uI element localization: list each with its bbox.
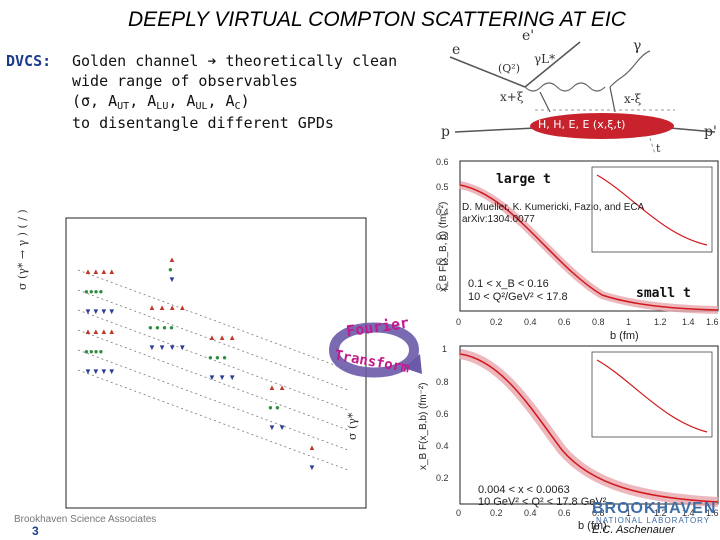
svg-text:▲: ▲ [308, 443, 316, 452]
svg-text:● ● ● ●: ● ● ● ● [148, 323, 174, 332]
svg-text:▲ ▲ ▲ ▲: ▲ ▲ ▲ ▲ [148, 303, 186, 312]
kin1-xb-label: 0.1 < x_B < 0.16 [468, 278, 549, 290]
svg-text:1.4: 1.4 [682, 317, 695, 327]
svg-text:▼ ▼: ▼ ▼ [268, 423, 286, 432]
svg-text:0.8: 0.8 [592, 508, 605, 518]
svg-text:0.8: 0.8 [436, 377, 449, 387]
svg-text:1.6: 1.6 [706, 317, 719, 327]
bnl-logo: BROOKHAVEN [592, 500, 717, 517]
page-title: DEEPLY VIRTUAL COMPTON SCATTERING AT EIC [128, 8, 626, 31]
bottom-plot-x-label: b (fm) [578, 520, 607, 532]
svg-text:0: 0 [456, 317, 461, 327]
svg-text:1.4: 1.4 [682, 508, 695, 518]
svg-text:0.5: 0.5 [436, 182, 449, 192]
svg-text:▲▲▲▲: ▲▲▲▲ [84, 327, 116, 336]
svg-text:0: 0 [456, 508, 461, 518]
e-label: e [452, 42, 461, 58]
kin2-q2-label: 10 GeV² < Q² < 17.8 GeV² [478, 496, 607, 508]
svg-text:0.2: 0.2 [436, 257, 449, 267]
e-prime-label: e' [522, 28, 535, 44]
dvcs-label: DVCS: [6, 52, 52, 70]
svg-text:▼: ▼ [168, 275, 176, 284]
svg-text:1: 1 [626, 508, 631, 518]
q2-label: (Q²) [498, 62, 521, 75]
top-plot-y-label: x_B F(x_B, b) (fm⁻²) [438, 201, 449, 292]
gamma-l-label: γL* [534, 52, 556, 66]
bottom-plot-y-label: x_B F(x_B,b) (fm⁻²) [418, 382, 429, 470]
impact-parameter-plot-small-t: 1 0.8 0.6 0.4 0.2 0 0.2 0.4 0.6 0.8 1 1.2 1.4 1.6 [436, 344, 719, 518]
svg-text:▲ ▲: ▲ ▲ [268, 383, 286, 392]
x-minus-xi-label: x-ξ [624, 92, 642, 106]
large-t-label: large t [496, 172, 551, 187]
svg-text:0.2: 0.2 [490, 317, 503, 327]
svg-text:▼▼▼▼: ▼▼▼▼ [84, 307, 116, 316]
svg-text:1.2: 1.2 [654, 508, 667, 518]
svg-text:▲: ▲ [168, 255, 176, 264]
dvcs-line-4: to disentangle different GPDs [72, 114, 334, 132]
svg-text:0.6: 0.6 [436, 157, 449, 167]
svg-text:0.3: 0.3 [436, 232, 449, 242]
svg-text:0.4: 0.4 [436, 441, 449, 451]
svg-text:0.1: 0.1 [436, 282, 449, 292]
svg-text:0.4: 0.4 [436, 207, 449, 217]
kin2-x-label: 0.004 < x < 0.0063 [478, 484, 570, 496]
svg-text:0.4: 0.4 [524, 508, 537, 518]
dvcs-line-1: Golden channel ➔ theoretically clean [72, 52, 398, 70]
svg-text:▲ ▲ ▲: ▲ ▲ ▲ [208, 333, 236, 342]
svg-text:0.2: 0.2 [490, 508, 503, 518]
fourier-arrow [329, 322, 422, 378]
svg-text:0.2: 0.2 [436, 473, 449, 483]
svg-text:● ●: ● ● [268, 403, 280, 412]
small-t-label: small t [636, 286, 691, 301]
dvcs-line-3: (σ, AUT, ALU, AUL, AC) [72, 92, 250, 112]
gpd-blob [530, 113, 674, 139]
svg-text:1: 1 [626, 317, 631, 327]
svg-text:0.6: 0.6 [436, 409, 449, 419]
svg-text:●: ● [168, 265, 173, 274]
svg-text:▼ ▼ ▼: ▼ ▼ ▼ [208, 373, 236, 382]
svg-text:0.6: 0.6 [558, 508, 571, 518]
svg-text:●●●●: ●●●● [84, 287, 103, 296]
bnl-logo-sub: NATIONAL LABORATORY [596, 516, 711, 525]
svg-text:1: 1 [442, 344, 447, 354]
page-number: 3 [32, 524, 39, 538]
svg-text:1.6: 1.6 [706, 508, 719, 518]
svg-text:0.8: 0.8 [592, 317, 605, 327]
dvcs-feynman-diagram [449, 41, 716, 155]
svg-text:▼: ▼ [308, 463, 316, 472]
reference-label[interactable]: D. Mueller, K. Kumericki, Fazio, and ECA… [462, 202, 644, 225]
svg-text:●●●●: ●●●● [84, 347, 103, 356]
p-prime-label: p' [704, 124, 717, 140]
top-plot-x-label: b (fm) [610, 330, 639, 342]
gpd-blob-label: H, H, E, E (x,ξ,t) [538, 118, 626, 131]
svg-text:▲▲▲▲: ▲▲▲▲ [84, 267, 116, 276]
t-label: t [656, 142, 661, 155]
mid-y-axis-label: σ (γ* [346, 412, 359, 440]
p-label: p [441, 124, 450, 140]
footer-right: E.C. Aschenauer [592, 524, 675, 536]
footer-left: Brookhaven Science Associates [14, 514, 157, 525]
cross-section-plot: ▲▲▲▲ ●●●● ▼▼▼▼ ▲▲▲▲ ●●●● ▼▼▼▼ ▲ ▲ ▲ ▲ ● … [65, 217, 367, 509]
svg-text:▼▼▼▼: ▼▼▼▼ [84, 367, 116, 376]
dvcs-line-2: wide range of observables [72, 72, 298, 90]
svg-text:0.6: 0.6 [558, 317, 571, 327]
svg-text:▼ ▼ ▼ ▼: ▼ ▼ ▼ ▼ [148, 343, 186, 352]
left-y-axis-label: σ (γ* → γ ) ( / ) [16, 209, 29, 290]
kin1-q2-label: 10 < Q²/GeV² < 17.8 [468, 291, 568, 303]
impact-parameter-plot-large-t: 0.6 0.5 0.4 0.3 0.2 0.1 0 0.2 0.4 0.6 0.8 1 1.2 1… [436, 157, 719, 327]
x-plus-xi-label: x+ξ [500, 90, 524, 104]
svg-text:● ● ●: ● ● ● [208, 353, 227, 362]
svg-text:1.2: 1.2 [654, 317, 667, 327]
svg-text:0.4: 0.4 [524, 317, 537, 327]
gamma-label: γ [633, 38, 642, 54]
